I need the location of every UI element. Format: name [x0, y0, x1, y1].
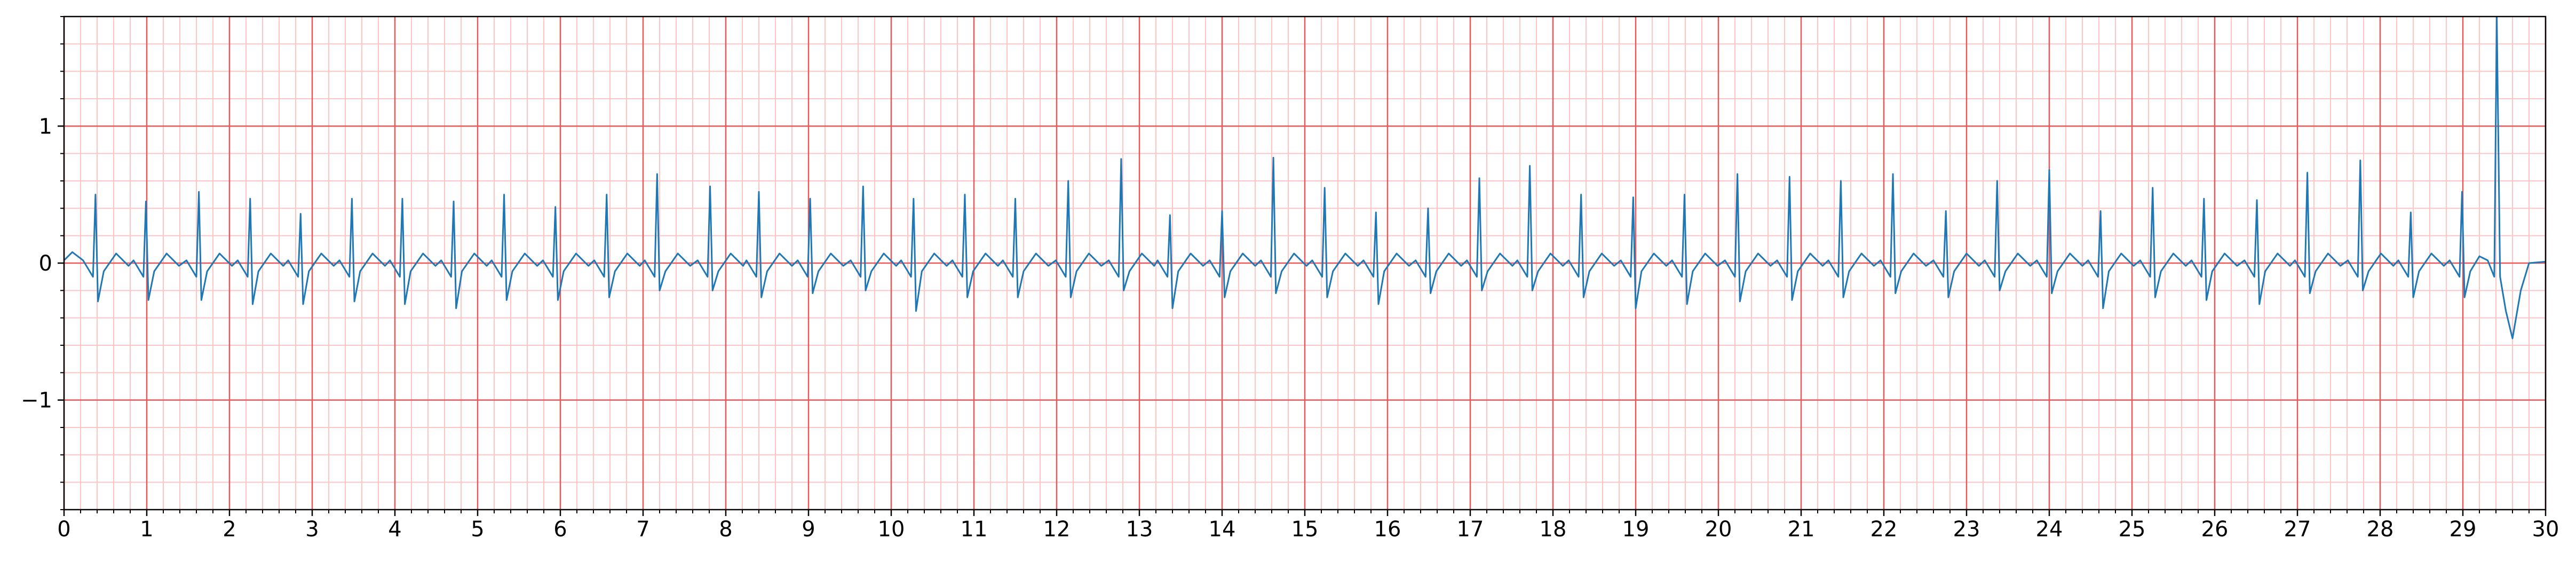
- x-tick-label: 26: [2201, 517, 2229, 542]
- x-tick-label: 4: [388, 517, 401, 542]
- y-tick-label: −1: [21, 388, 52, 413]
- x-tick-label: 6: [553, 517, 567, 542]
- x-tick-label: 29: [2450, 517, 2477, 542]
- x-tick-label: 11: [961, 517, 988, 542]
- x-tick-label: 20: [1705, 517, 1732, 542]
- x-tick-label: 14: [1209, 517, 1236, 542]
- x-tick-label: 30: [2532, 517, 2559, 542]
- axes: 0 1 2 3 4 5 6 7 8 9 10 11 12 13 14 15 16 17 18 19 20 21 22 23 24…: [21, 15, 2559, 542]
- x-tick-label: 23: [1953, 517, 1980, 542]
- x-tick-label: 7: [636, 517, 649, 542]
- x-tick-label: 28: [2367, 517, 2394, 542]
- x-tick-label: 19: [1622, 517, 1650, 542]
- x-tick-label: 13: [1126, 517, 1153, 542]
- x-tick-label: 5: [471, 517, 484, 542]
- x-tick-label: 3: [305, 517, 319, 542]
- x-tick-label: 17: [1457, 517, 1484, 542]
- ecg-line: [64, 17, 2546, 339]
- x-tick-label: 1: [140, 517, 153, 542]
- x-tick-label: 0: [57, 517, 70, 542]
- x-tick-label: 25: [2119, 517, 2146, 542]
- x-tick-label: 22: [1870, 517, 1898, 542]
- y-tick-label: 1: [39, 114, 52, 139]
- x-tick-label: 10: [878, 517, 905, 542]
- x-tick-label: 8: [719, 517, 732, 542]
- x-tick-label: 15: [1291, 517, 1319, 542]
- x-tick-label: 21: [1788, 517, 1815, 542]
- plot-frame: [63, 15, 2547, 511]
- y-tick-label: 0: [39, 251, 52, 276]
- x-tick-label: 16: [1374, 517, 1401, 542]
- x-tick-label: 27: [2284, 517, 2311, 542]
- x-tick-label: 2: [223, 517, 236, 542]
- x-tick-label: 24: [2036, 517, 2063, 542]
- x-tick-label: 18: [1540, 517, 1567, 542]
- x-tick-label: 9: [802, 517, 815, 542]
- plot-data: [64, 17, 2546, 339]
- x-tick-label: 12: [1043, 517, 1071, 542]
